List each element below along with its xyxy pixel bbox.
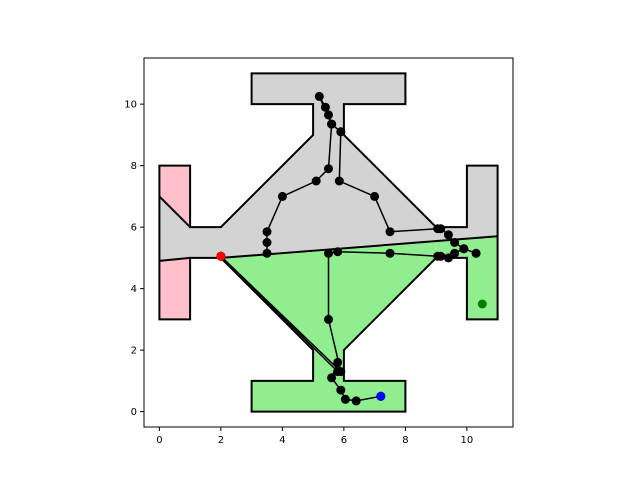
path-node-1-5 — [385, 248, 395, 258]
inner-edge-1 — [159, 256, 191, 262]
region-green-1 — [220, 236, 498, 412]
path-node-1-3 — [324, 248, 333, 258]
y-tick-label: 2 — [131, 346, 137, 357]
path-layer — [216, 91, 481, 406]
path-node-2-5 — [324, 164, 333, 174]
path-node-1-1 — [336, 367, 346, 377]
path-node-2-10 — [327, 119, 337, 129]
region-pink-3 — [159, 257, 191, 320]
start-point — [216, 251, 226, 261]
x-axis: 0 2 4 6 8 10 — [156, 427, 473, 446]
path-node-1-11 — [471, 248, 481, 258]
path-node-2-13 — [370, 191, 380, 201]
path-node-2-7 — [324, 110, 333, 120]
path-node-0-4 — [336, 385, 346, 395]
path-node-2-12 — [334, 176, 344, 186]
path-node-2-19 — [459, 244, 469, 254]
x-tick-label: 0 — [156, 435, 162, 446]
target-point — [477, 299, 487, 309]
path-node-2-14 — [385, 227, 395, 237]
path-node-2-16 — [436, 224, 446, 234]
path-node-1-8 — [443, 253, 453, 263]
path-node-0-5 — [340, 394, 350, 404]
path-node-2-1 — [262, 238, 272, 247]
path-node-2-4 — [311, 176, 321, 186]
x-tick-label: 2 — [218, 435, 224, 446]
path-node-2-18 — [450, 238, 460, 247]
x-tick-label: 8 — [402, 435, 408, 446]
path-node-0-3 — [327, 373, 337, 383]
points-layer — [216, 251, 487, 401]
path-node-2-2 — [262, 227, 272, 237]
x-tick-label: 6 — [341, 435, 347, 446]
y-tick-label: 8 — [131, 161, 137, 172]
axes-frame — [143, 57, 514, 428]
inner-edge-0 — [158, 195, 191, 228]
y-tick-label: 4 — [131, 284, 137, 295]
y-tick-label: 0 — [131, 407, 137, 418]
region-pink-2 — [159, 165, 191, 228]
x-tick-label: 10 — [461, 435, 474, 446]
path-node-2-3 — [277, 191, 287, 201]
path-node-1-9 — [450, 248, 460, 258]
path-node-2-0 — [262, 248, 272, 258]
y-axis: 0 2 4 6 8 10 — [124, 100, 144, 418]
y-tick-label: 6 — [131, 223, 137, 234]
path-node-2-17 — [443, 230, 453, 240]
path-node-0-2 — [333, 357, 343, 367]
path-node-1-4 — [333, 247, 343, 257]
path-node-2-11 — [336, 127, 346, 137]
goal-point — [376, 391, 386, 401]
path-node-1-2 — [324, 314, 333, 324]
path-node-2-9 — [314, 91, 324, 101]
path-node-2-8 — [320, 102, 330, 112]
path-node-0-6 — [351, 396, 361, 406]
outer-boundary — [158, 72, 499, 413]
path-node-1-7 — [436, 251, 446, 261]
y-tick-label: 10 — [124, 100, 137, 111]
x-tick-label: 4 — [279, 435, 285, 446]
